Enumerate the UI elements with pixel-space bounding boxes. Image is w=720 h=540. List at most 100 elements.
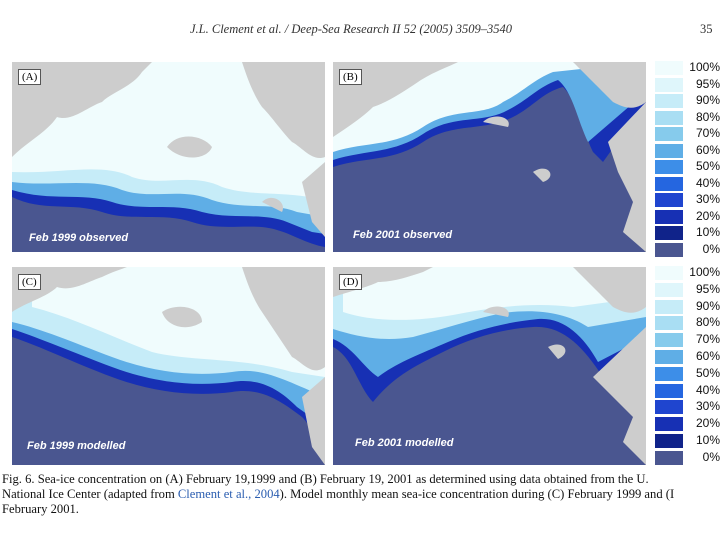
- caption-line-2: National Ice Center (adapted from Clemen…: [2, 487, 718, 502]
- legend-top-row: 40%: [652, 175, 720, 191]
- legend-bottom-row: 0%: [652, 449, 720, 465]
- legend-top-swatch: [655, 242, 683, 257]
- sea-ice-map-a: [12, 62, 325, 252]
- legend-bottom-swatch: [655, 299, 683, 314]
- map-panel-d: (D) Feb 2001 modelled: [333, 267, 646, 465]
- legend-top-label: 60%: [695, 142, 720, 157]
- running-head: J.L. Clement et al. / Deep-Sea Research …: [190, 22, 513, 36]
- legend-top-swatch: [655, 193, 683, 207]
- figure-caption: Fig. 6. Sea-ice concentration on (A) Feb…: [2, 472, 718, 517]
- map-panel-b: (B) Feb 2001 observed: [333, 62, 646, 252]
- legend-bottom-label: 95%: [695, 281, 720, 296]
- legend-bottom-label: 10%: [695, 433, 720, 447]
- legend-top-label: 95%: [695, 76, 720, 91]
- legend-top-row: 10%: [652, 225, 720, 240]
- page-header: J.L. Clement et al. / Deep-Sea Research …: [0, 20, 720, 40]
- legend-top-row: 50%: [652, 159, 720, 174]
- panel-caption-d: Feb 2001 modelled: [355, 437, 454, 449]
- legend-bottom-row: 30%: [652, 399, 720, 415]
- legend-top-label: 40%: [695, 175, 720, 190]
- legend-bottom-row: 20%: [652, 416, 720, 432]
- legend-bottom-swatch: [655, 450, 683, 465]
- panel-caption-a: Feb 1999 observed: [29, 232, 129, 244]
- page-number: 35: [700, 22, 713, 36]
- legend-bottom-row: 80%: [652, 315, 720, 331]
- legend-bottom-label: 90%: [695, 298, 720, 313]
- concentration-legend-bottom: 100% 95% 90% 80% 70% 60% 50% 40% 30% 20% 10% 0%: [652, 265, 720, 466]
- legend-bottom-row: 100%: [652, 265, 720, 280]
- sea-ice-map-b: [333, 62, 646, 252]
- legend-top-label: 20%: [695, 208, 720, 223]
- legend-top-swatch: [655, 127, 683, 141]
- legend-bottom-label: 50%: [695, 365, 720, 380]
- concentration-legend-top: 100% 95% 90% 80% 70% 60% 50% 40% 30% 20% 10% 0%: [652, 60, 720, 257]
- legend-bottom-label: 100%: [689, 265, 720, 279]
- legend-top-label: 50%: [695, 159, 720, 173]
- legend-top-label: 90%: [695, 93, 720, 107]
- legend-bottom-row: 50%: [652, 365, 720, 381]
- legend-top-swatch: [655, 160, 683, 174]
- legend-bottom-row: 95%: [652, 281, 720, 297]
- legend-top-row: 100%: [652, 60, 720, 75]
- legend-top-swatch: [655, 226, 683, 240]
- legend-bottom-swatch: [655, 383, 683, 398]
- legend-top-swatch: [655, 94, 683, 108]
- legend-bottom-swatch: [655, 266, 683, 280]
- legend-top-row: 30%: [652, 192, 720, 207]
- panel-label-d: (D): [339, 274, 363, 290]
- panel-caption-b: Feb 2001 observed: [353, 229, 453, 241]
- legend-bottom-swatch: [655, 366, 683, 381]
- legend-bottom-row: 40%: [652, 382, 720, 398]
- legend-top-swatch: [655, 209, 683, 224]
- legend-bottom-swatch: [655, 400, 683, 415]
- legend-top-label: 100%: [689, 60, 720, 74]
- legend-top-label: 10%: [695, 225, 720, 239]
- legend-bottom-swatch: [655, 417, 683, 432]
- legend-bottom-swatch: [655, 333, 683, 348]
- legend-bottom-label: 0%: [702, 449, 720, 464]
- citation-link[interactable]: Clement et al., 2004: [177, 487, 280, 501]
- legend-bottom-swatch: [655, 316, 683, 331]
- legend-top-row: 0%: [652, 241, 720, 257]
- caption-line-3: February 2001.: [2, 502, 79, 516]
- legend-bottom-swatch: [655, 434, 683, 448]
- legend-top-label: 70%: [695, 126, 720, 140]
- panel-label-c: (C): [18, 274, 41, 290]
- legend-bottom-label: 80%: [695, 315, 720, 330]
- legend-bottom-label: 70%: [695, 332, 720, 347]
- legend-bottom-swatch: [655, 282, 683, 297]
- caption-line-2-b: ). Model monthly mean sea-ice concentrat…: [279, 487, 675, 501]
- panel-label-a: (A): [18, 69, 42, 85]
- legend-bottom-swatch: [655, 350, 683, 364]
- caption-line-2-a: National Ice Center (adapted from: [2, 487, 178, 501]
- legend-top-label: 30%: [695, 192, 720, 206]
- legend-bottom-label: 60%: [695, 349, 720, 363]
- panel-label-b: (B): [339, 69, 362, 85]
- legend-bottom-row: 60%: [652, 349, 720, 364]
- legend-top-swatch: [655, 176, 683, 191]
- legend-top-swatch: [655, 110, 683, 125]
- legend-top-swatch: [655, 61, 683, 75]
- legend-top-row: 80%: [652, 109, 720, 125]
- legend-top-label: 80%: [695, 109, 720, 124]
- sea-ice-map-c: [12, 267, 325, 465]
- legend-top-row: 90%: [652, 93, 720, 108]
- legend-top-row: 95%: [652, 76, 720, 92]
- legend-bottom-label: 40%: [695, 382, 720, 397]
- legend-bottom-label: 30%: [695, 399, 720, 414]
- map-panel-c: (C) Feb 1999 modelled: [12, 267, 325, 465]
- legend-bottom-row: 70%: [652, 332, 720, 348]
- sea-ice-map-d: [333, 267, 646, 465]
- legend-top-label: 0%: [702, 241, 720, 256]
- legend-top-swatch: [655, 77, 683, 92]
- legend-top-row: 60%: [652, 142, 720, 158]
- legend-bottom-row: 90%: [652, 298, 720, 314]
- legend-bottom-label: 20%: [695, 416, 720, 431]
- panel-caption-c: Feb 1999 modelled: [27, 440, 126, 452]
- caption-line-1: Fig. 6. Sea-ice concentration on (A) Feb…: [2, 472, 649, 486]
- legend-top-row: 20%: [652, 208, 720, 224]
- legend-top-row: 70%: [652, 126, 720, 141]
- legend-bottom-row: 10%: [652, 433, 720, 448]
- legend-top-swatch: [655, 143, 683, 158]
- map-panel-a: (A) Feb 1999 observed: [12, 62, 325, 252]
